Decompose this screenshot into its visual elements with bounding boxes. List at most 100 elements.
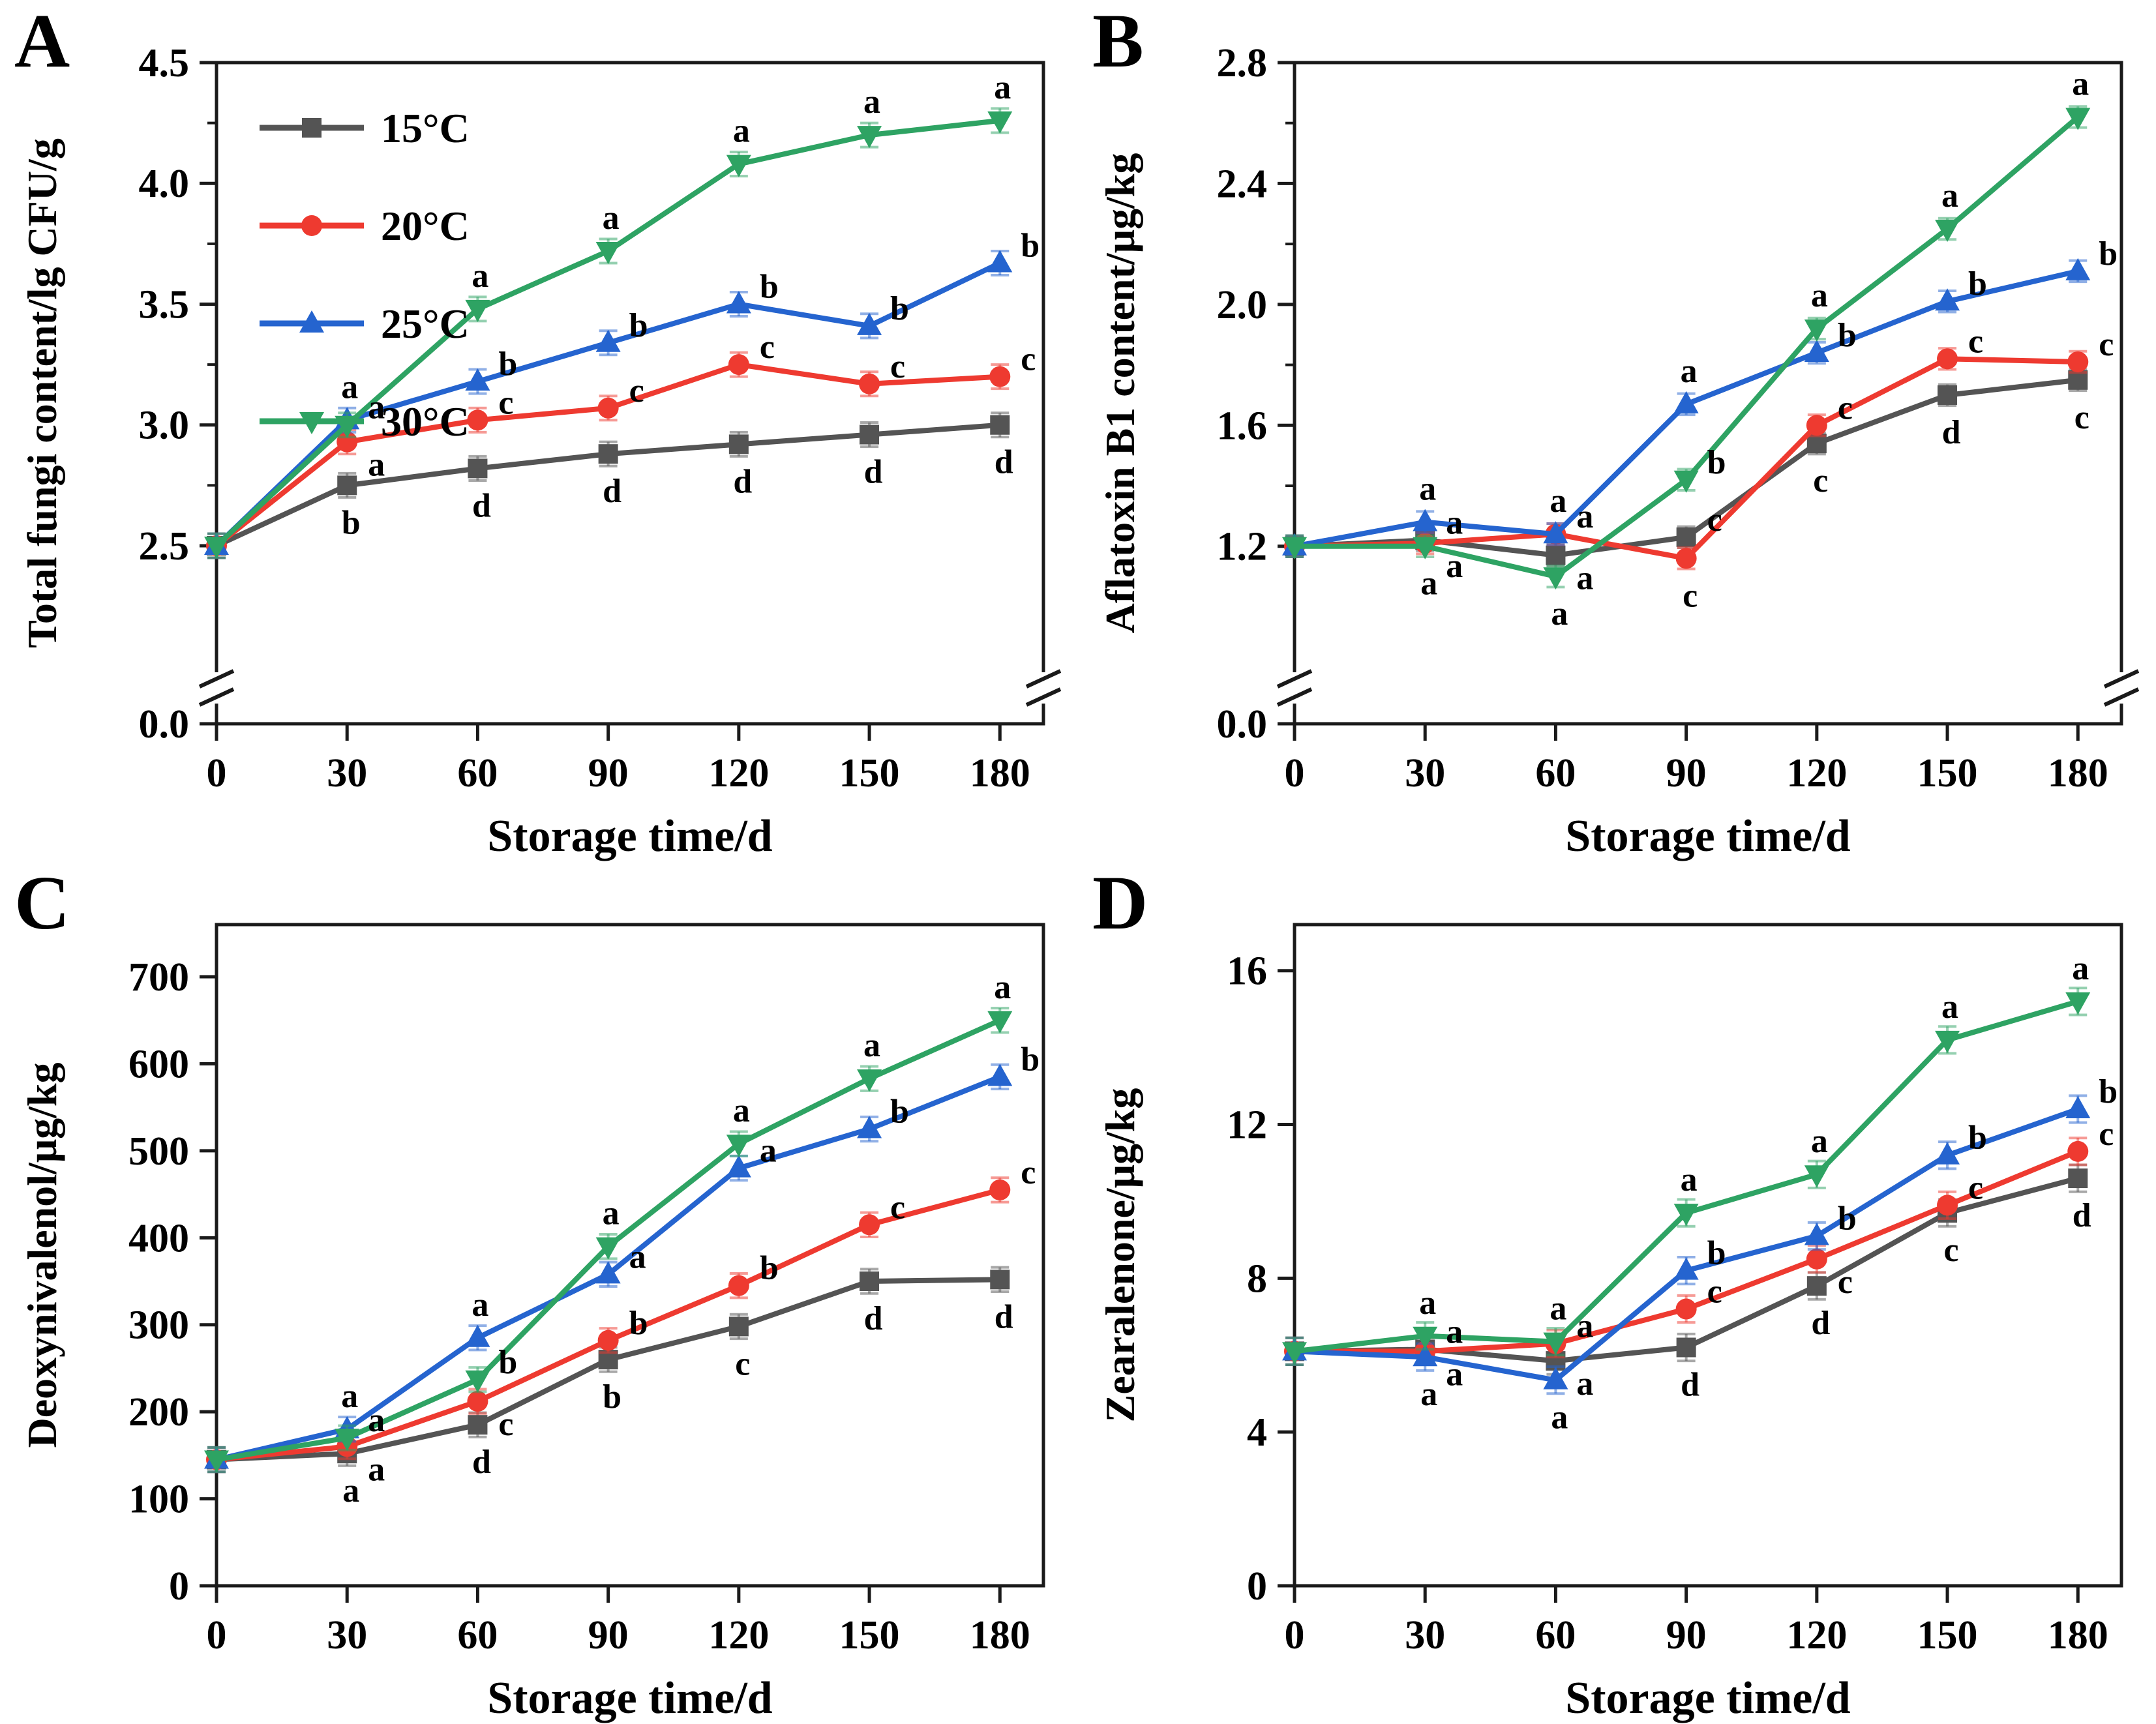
significance-letter: b: [890, 290, 909, 327]
data-point-20°C: [728, 1275, 749, 1296]
significance-letter: a: [368, 1402, 385, 1439]
data-point-30°C: [1673, 1204, 1699, 1226]
significance-letter: c: [735, 1345, 750, 1382]
data-point-15°C: [728, 1316, 749, 1337]
significance-letter: a: [1681, 1161, 1698, 1198]
data-point-25°C: [726, 1155, 751, 1178]
panel-b-label: B: [1092, 0, 1144, 83]
significance-letter: c: [890, 1189, 905, 1226]
significance-letter: b: [760, 1250, 779, 1287]
axis-break-slash: [198, 687, 235, 707]
significance-letter: a: [1550, 483, 1566, 520]
x-axis-title: Storage time/d: [487, 811, 772, 861]
x-tick-label: 90: [1666, 751, 1707, 795]
significance-letter: c: [2074, 399, 2089, 436]
y-tick-label: 4: [1247, 1410, 1267, 1455]
panel-c-label: C: [14, 860, 70, 945]
significance-letter: a: [1811, 1123, 1828, 1160]
data-point-15°C: [728, 434, 749, 454]
axis-break-slash: [1276, 687, 1313, 707]
data-point-30°C: [857, 126, 882, 149]
data-point-30°C: [595, 1237, 621, 1260]
data-point-30°C: [335, 1429, 360, 1451]
y-tick-label: 0: [169, 1564, 189, 1609]
data-point-15°C: [337, 475, 357, 496]
data-point-20°C: [1675, 548, 1697, 569]
panel-c: C 0 100 200 300 400 500 600 700 0 30 60 90 120 150 180…: [0, 862, 1078, 1724]
significance-letter: a: [1811, 277, 1828, 314]
data-point-15°C: [1676, 1337, 1696, 1358]
data-point-30°C: [1935, 219, 1960, 242]
significance-letter: b: [1968, 265, 1987, 303]
significance-letter: d: [995, 444, 1013, 481]
x-tick-label: 180: [970, 1613, 1030, 1657]
data-point-30°C: [465, 299, 490, 322]
data-point-25°C: [465, 1324, 490, 1347]
y-tick-label: 400: [128, 1216, 189, 1260]
x-tick-label: 0: [207, 751, 227, 795]
data-point-25°C: [2065, 258, 2091, 280]
x-tick-label: 150: [1917, 751, 1978, 795]
x-axis-title: Storage time/d: [1565, 811, 1850, 861]
data-point-25°C: [726, 291, 751, 314]
axis-break-slash: [1025, 669, 1062, 689]
significance-letter: a: [1551, 1399, 1568, 1436]
data-point-30°C: [857, 1069, 882, 1092]
significance-letter: c: [1968, 1169, 1983, 1206]
significance-letter: b: [1021, 228, 1040, 265]
significance-letter: a: [1681, 353, 1698, 390]
data-point-20°C: [989, 1179, 1011, 1200]
plot-box: [215, 923, 1045, 1588]
data-point-30°C: [204, 536, 229, 559]
significance-letter: a: [2072, 65, 2089, 102]
legend-marker: [299, 310, 324, 333]
panel-a: A 2.5 3.0 3.5 4.0 4.5 0.0 0 30 60 90 120 150 180 Stor…: [0, 0, 1078, 862]
significance-letter: b: [498, 1344, 517, 1381]
data-point-30°C: [595, 241, 621, 264]
data-point-25°C: [987, 250, 1013, 273]
legend-label: 25°C: [381, 301, 470, 347]
y-axis-title: Deoxynivalenol/μg/kg: [19, 1063, 65, 1448]
data-point-30°C: [1804, 319, 1829, 342]
significance-letter: a: [1941, 177, 1958, 215]
significance-letter: a: [1550, 1290, 1566, 1328]
data-point-30°C: [1282, 537, 1307, 559]
data-point-15°C: [1938, 385, 1958, 405]
data-point-15°C: [990, 1270, 1010, 1290]
significance-letter: a: [1420, 1376, 1437, 1413]
data-point-30°C: [1935, 1030, 1960, 1053]
significance-letter: a: [368, 1451, 385, 1489]
panel-b: B 1.2 1.6 2.0 2.4 2.8 0.0 0 30 60 90 120 150 180 Stor…: [1078, 0, 2156, 862]
data-point-20°C: [597, 397, 619, 419]
data-point-25°C: [1543, 521, 1568, 544]
x-tick-label: 120: [708, 1613, 769, 1657]
significance-letter: a: [341, 1378, 358, 1415]
y-tick-label: 500: [128, 1129, 189, 1174]
axis-break-slash: [1276, 669, 1313, 689]
significance-letter: b: [2099, 1073, 2118, 1110]
legend-label: 30°C: [381, 398, 470, 445]
data-point-20°C: [989, 366, 1011, 387]
data-point-30°C: [1543, 1332, 1568, 1355]
significance-letter: a: [1576, 1308, 1593, 1345]
significance-letter: a: [1446, 504, 1463, 541]
significance-letter: a: [1576, 1365, 1593, 1403]
significance-letter: c: [1021, 341, 1036, 378]
y-tick-label: 300: [128, 1303, 189, 1348]
x-axis-title: Storage time/d: [1565, 1673, 1850, 1723]
x-axis-title: Storage time/d: [487, 1673, 772, 1723]
data-point-30°C: [2065, 992, 2091, 1015]
panel-d-chart: 0 4 8 12 16 0 30 60 90 120 150 180 Storage time/d Zea…: [1097, 923, 2123, 1723]
significance-letter: a: [472, 1286, 488, 1324]
axis-break-slash: [198, 669, 235, 689]
data-point-25°C: [1413, 509, 1438, 531]
significance-letter: d: [2073, 1197, 2091, 1234]
x-tick-label: 120: [1786, 751, 1847, 795]
y-tick-label: 1.6: [1217, 404, 1268, 448]
significance-letter: a: [1446, 548, 1463, 585]
y-axis-title: Zearalenone/μg/kg: [1097, 1088, 1143, 1423]
y-tick-label: 0: [1247, 1564, 1267, 1609]
data-point-25°C: [1804, 340, 1829, 363]
y-tick-label: 16: [1227, 949, 1267, 994]
data-point-25°C: [1935, 1142, 1960, 1165]
